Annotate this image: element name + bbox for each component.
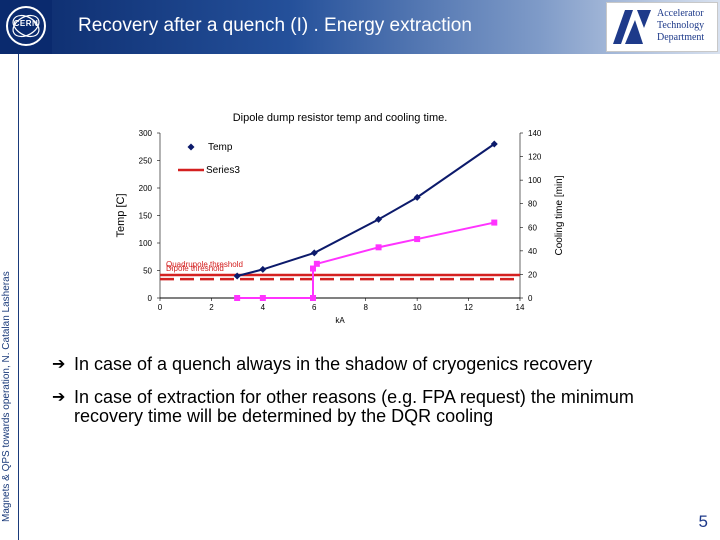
y2-tick-label: 100 bbox=[528, 176, 542, 185]
cern-logo: CERN bbox=[0, 0, 52, 54]
slide-title: Recovery after a quench (I) . Energy ext… bbox=[78, 15, 472, 36]
series-line-series3 bbox=[237, 221, 495, 299]
x-tick-label: 2 bbox=[209, 303, 214, 312]
y-tick-label: 50 bbox=[143, 267, 152, 276]
temp-point bbox=[259, 265, 267, 273]
dipole-threshold-label: Dipole threshold bbox=[166, 264, 224, 273]
series3-point bbox=[491, 219, 498, 226]
atd-logo: Accelerator Technology Department bbox=[606, 2, 718, 52]
y2-tick-label: 0 bbox=[528, 294, 533, 303]
series3-point bbox=[259, 295, 266, 301]
slide-header: CERN Recovery after a quench (I) . Energ… bbox=[0, 0, 720, 54]
y-tick-label: 150 bbox=[139, 212, 153, 221]
temp-point bbox=[310, 249, 318, 257]
temp-point bbox=[413, 193, 421, 201]
y2-tick-label: 60 bbox=[528, 223, 537, 232]
bullet-item: ➔ In case of a quench always in the shad… bbox=[52, 355, 692, 374]
legend-marker-temp bbox=[187, 143, 195, 151]
y2-tick-label: 20 bbox=[528, 270, 537, 279]
y-axis-label: Temp [C] bbox=[115, 193, 127, 237]
legend-label-series3: Series3 bbox=[206, 165, 240, 176]
y-tick-label: 300 bbox=[139, 129, 153, 138]
atd-logo-text: Accelerator Technology Department bbox=[657, 8, 705, 43]
series3-point bbox=[414, 236, 421, 243]
y-tick-label: 100 bbox=[139, 239, 153, 248]
y-tick-label: 200 bbox=[139, 184, 153, 193]
y2-tick-label: 40 bbox=[528, 247, 537, 256]
side-divider bbox=[18, 54, 19, 540]
x-tick-label: 4 bbox=[261, 303, 266, 312]
y2-tick-label: 140 bbox=[528, 129, 542, 138]
temp-point bbox=[375, 215, 383, 223]
series3-point bbox=[313, 260, 320, 267]
y2-axis-label: Cooling time [min] bbox=[554, 175, 565, 255]
y-tick-label: 0 bbox=[148, 294, 153, 303]
chart-title: Dipole dump resistor temp and cooling ti… bbox=[233, 112, 448, 124]
y2-tick-label: 80 bbox=[528, 200, 537, 209]
series3-point bbox=[234, 295, 241, 301]
arrow-right-icon: ➔ bbox=[52, 356, 66, 373]
x-tick-label: 10 bbox=[413, 303, 422, 312]
series3-point bbox=[310, 295, 316, 301]
page-number: 5 bbox=[698, 512, 708, 531]
cern-logo-text: CERN bbox=[13, 19, 39, 28]
x-tick-label: 6 bbox=[312, 303, 317, 312]
bullet-text: In case of a quench always in the shadow… bbox=[74, 354, 593, 374]
x-tick-label: 14 bbox=[516, 303, 525, 312]
bullet-list: ➔ In case of a quench always in the shad… bbox=[52, 355, 692, 426]
x-axis-label: kA bbox=[335, 316, 345, 325]
bullet-text: In case of extraction for other reasons … bbox=[74, 387, 634, 426]
side-footer-text: Magnets & QPS towards operation, N. Cata… bbox=[1, 271, 12, 522]
quadrupole-threshold-label: Quadrupole threshold bbox=[166, 260, 243, 269]
y2-tick-label: 120 bbox=[528, 153, 542, 162]
temp-point bbox=[233, 272, 241, 280]
temp-point bbox=[490, 140, 498, 148]
atd-logo-icon bbox=[613, 10, 651, 44]
x-tick-label: 12 bbox=[464, 303, 473, 312]
cooling-chart: Dipole dump resistor temp and cooling ti… bbox=[115, 112, 565, 325]
arrow-right-icon: ➔ bbox=[52, 389, 66, 406]
series3-point bbox=[375, 244, 382, 251]
legend-label-temp: Temp bbox=[208, 142, 233, 153]
cern-logo-icon bbox=[6, 6, 46, 46]
bullet-item: ➔ In case of extraction for other reason… bbox=[52, 388, 692, 426]
series3-point bbox=[310, 265, 316, 272]
x-tick-label: 0 bbox=[158, 303, 163, 312]
y-tick-label: 250 bbox=[139, 157, 153, 166]
series-line-temp bbox=[236, 143, 495, 277]
x-tick-label: 8 bbox=[363, 303, 368, 312]
